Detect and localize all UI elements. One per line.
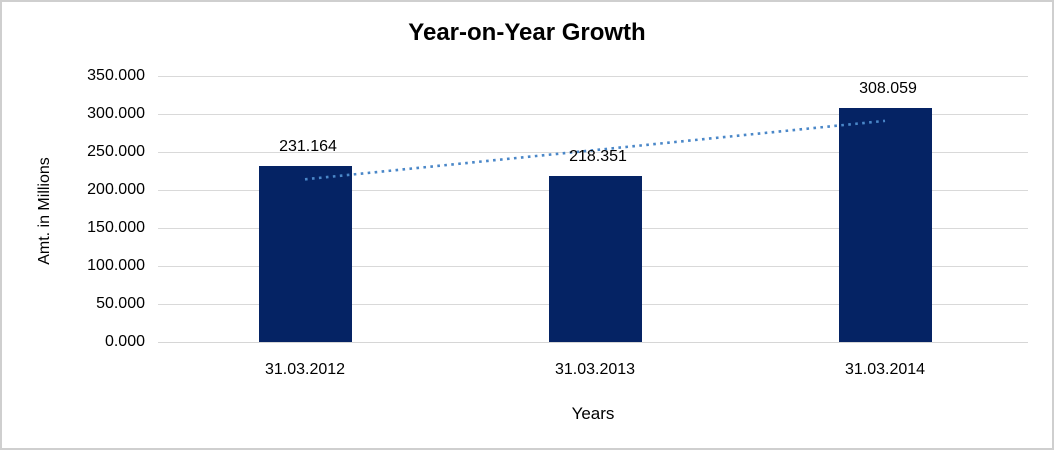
bar-value-label: 231.164: [279, 138, 337, 156]
chart-title: Year-on-Year Growth: [408, 19, 646, 46]
x-tick-label: 31.03.2012: [264, 361, 346, 378]
x-axis-line: [158, 342, 1028, 343]
y-tick-label: 200.000: [87, 181, 145, 198]
bar-value-label: 308.059: [859, 79, 917, 97]
y-tick-label: 0.000: [104, 333, 145, 350]
y-tick-label: 100.000: [87, 257, 145, 274]
x-tick-label: 31.03.2013: [554, 361, 636, 378]
y-tick-label: 300.000: [87, 105, 145, 122]
bar: [548, 176, 642, 342]
gridline: [158, 114, 1028, 115]
y-tick-label: 50.000: [96, 295, 145, 312]
y-tick-label: 150.000: [87, 219, 145, 236]
y-tick-label: 350.000: [87, 67, 145, 84]
bar: [838, 107, 932, 342]
bar: [258, 166, 352, 342]
bar-value-label: 218.351: [569, 148, 627, 166]
gridline: [158, 76, 1028, 77]
x-tick-label: 31.03.2014: [844, 361, 926, 378]
y-tick-label: 250.000: [87, 143, 145, 160]
x-axis-title: Years: [571, 404, 615, 423]
